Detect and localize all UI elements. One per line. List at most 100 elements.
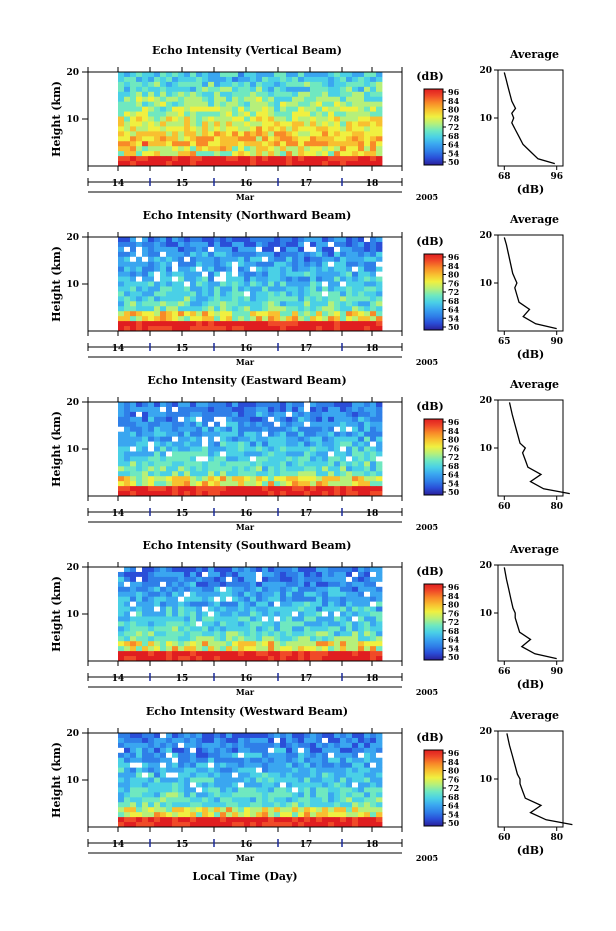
heatmap-cell xyxy=(304,421,311,428)
heatmap-cell xyxy=(268,281,275,287)
heatmap-cell xyxy=(220,251,227,258)
heatmap-cell xyxy=(286,106,293,112)
heatmap-cell xyxy=(184,421,191,428)
heatmap-cell xyxy=(340,792,347,798)
heatmap-cell xyxy=(124,471,131,477)
heatmap-cell xyxy=(346,456,353,462)
heatmap-cell xyxy=(118,656,125,662)
heatmap-cell xyxy=(136,266,143,273)
heatmap-cell xyxy=(256,772,263,778)
heatmap-cell xyxy=(214,246,221,253)
heatmap-cell xyxy=(340,291,347,297)
heatmap-cell xyxy=(208,476,215,482)
heatmap-cell xyxy=(352,767,359,773)
heatmap-cell xyxy=(334,156,341,162)
heatmap-cell xyxy=(154,581,161,588)
heatmap-cell xyxy=(334,742,341,749)
heatmap-cell xyxy=(340,296,347,302)
heatmap-cell xyxy=(316,296,323,302)
heatmap-cell xyxy=(334,792,341,798)
heatmap-cell xyxy=(238,777,245,783)
heatmap-cell xyxy=(220,431,227,438)
heatmap-cell xyxy=(196,777,203,783)
heatmap-cell xyxy=(250,596,257,603)
heatmap-cell xyxy=(238,733,245,739)
heatmap-cell xyxy=(232,626,239,632)
heatmap-cell xyxy=(190,787,197,793)
heatmap-cell xyxy=(136,611,143,617)
colorbar-tick-label: 50 xyxy=(448,487,460,497)
heatmap-cell xyxy=(256,91,263,98)
heatmap-cell xyxy=(244,121,251,127)
heatmap xyxy=(118,733,383,828)
heatmap-cell xyxy=(178,742,185,749)
heatmap-cell xyxy=(154,126,161,132)
heatmap-cell xyxy=(148,646,155,652)
heatmap-cell xyxy=(352,772,359,778)
heatmap-cell xyxy=(250,266,257,273)
heatmap-cell xyxy=(358,631,365,637)
heatmap-cell xyxy=(346,311,353,317)
x-tick-label: 14 xyxy=(112,840,125,850)
heatmap-cell xyxy=(208,611,215,617)
heatmap-cell xyxy=(256,767,263,773)
heatmap-cell xyxy=(238,316,245,322)
heatmap-cell xyxy=(172,326,179,332)
heatmap-cell xyxy=(172,116,179,122)
heatmap-cell xyxy=(118,777,125,783)
heatmap-cell xyxy=(166,76,173,83)
heatmap-cell xyxy=(220,757,227,764)
heatmap-cell xyxy=(142,402,149,408)
heatmap-cell xyxy=(136,767,143,773)
heatmap-cell xyxy=(364,436,371,442)
heatmap-cell xyxy=(292,621,299,627)
heatmap-cell xyxy=(376,446,383,452)
heatmap-cell xyxy=(340,271,347,277)
heatmap-cell xyxy=(214,576,221,583)
heatmap-cell xyxy=(232,733,239,739)
heatmap-cell xyxy=(322,812,329,818)
heatmap-cell xyxy=(358,611,365,617)
heatmap-cell xyxy=(244,646,251,652)
heatmap-cell xyxy=(202,446,209,452)
heatmap-cell xyxy=(280,101,287,108)
heatmap-cell xyxy=(280,792,287,798)
heatmap-cell xyxy=(160,456,167,462)
heatmap-cell xyxy=(364,151,371,157)
heatmap-cell xyxy=(286,402,293,408)
heatmap-cell xyxy=(208,151,215,157)
heatmap-cell xyxy=(352,733,359,739)
heatmap-cell xyxy=(136,276,143,282)
heatmap-cell xyxy=(118,733,125,739)
heatmap-cell xyxy=(196,237,203,243)
heatmap-cell xyxy=(154,742,161,749)
heatmap-cell xyxy=(238,651,245,657)
heatmap-cell xyxy=(184,733,191,739)
heatmap-cell xyxy=(268,326,275,332)
heatmap-cell xyxy=(352,111,359,117)
heatmap-cell xyxy=(208,281,215,287)
heatmap-cell xyxy=(238,156,245,162)
heatmap-cell xyxy=(124,656,131,662)
heatmap-cell xyxy=(316,76,323,83)
heatmap-cell xyxy=(184,291,191,297)
heatmap-cell xyxy=(190,486,197,492)
heatmap-cell xyxy=(358,782,365,788)
heatmap-cell xyxy=(268,466,275,472)
heatmap-cell xyxy=(370,306,377,312)
heatmap-cell xyxy=(268,787,275,793)
heatmap-cell xyxy=(262,571,269,578)
heatmap-cell xyxy=(292,656,299,662)
heatmap-cell xyxy=(232,101,239,108)
heatmap-cell xyxy=(142,767,149,773)
heatmap-cell xyxy=(334,431,341,438)
heatmap-cell xyxy=(124,426,131,433)
heatmap-cell xyxy=(250,802,257,808)
heatmap-cell xyxy=(148,807,155,813)
heatmap-cell xyxy=(364,621,371,627)
heatmap-cell xyxy=(166,237,173,243)
heatmap-cell xyxy=(364,591,371,598)
heatmap-cell xyxy=(172,281,179,287)
heatmap-cell xyxy=(256,481,263,487)
heatmap-cell xyxy=(334,271,341,277)
